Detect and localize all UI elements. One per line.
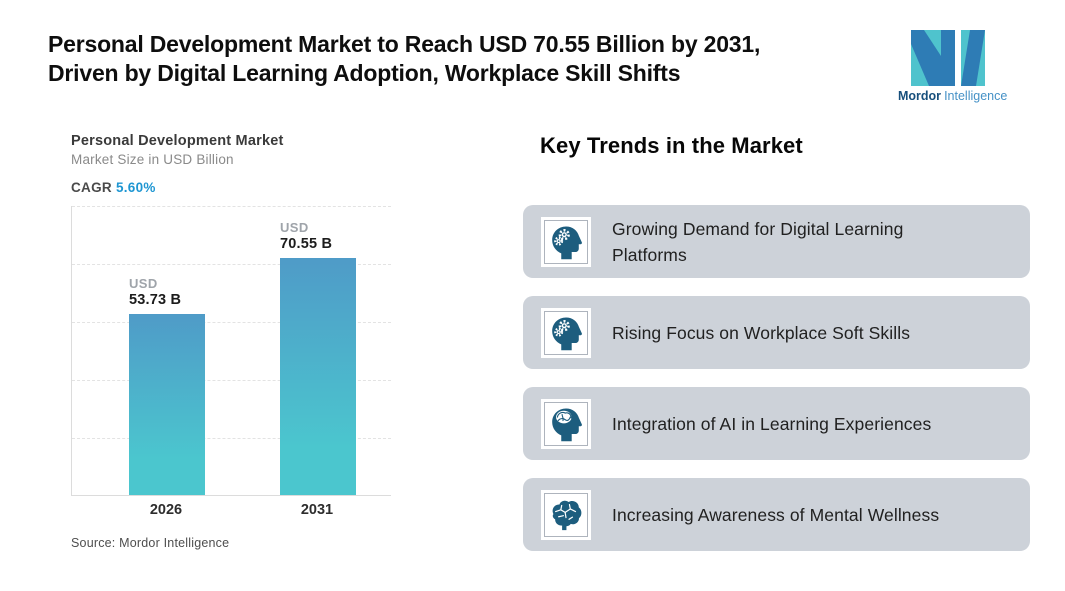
trend-card-label: Growing Demand for Digital Learning Plat… — [612, 218, 904, 265]
gridline — [72, 206, 391, 207]
trend-card-ai-learning: Integration of AI in Learning Experience… — [523, 387, 1030, 460]
bar-value: 70.55 B — [280, 235, 333, 252]
bar-value-label-2026: USD 53.73 B — [129, 276, 205, 308]
bar-value-prefix: USD — [280, 219, 309, 235]
trend-card-label: Rising Focus on Workplace Soft Skills — [612, 322, 911, 343]
bar-value: 53.73 B — [129, 292, 182, 309]
page-title-line2: Driven by Digital Learning Adoption, Wor… — [48, 60, 681, 86]
bars-group: USD 53.73 B USD 70.55 B — [129, 206, 391, 495]
trend-card-label: Increasing Awareness of Mental Wellness — [612, 504, 940, 525]
bar-chart-plot: USD 53.73 B USD 70.55 B — [71, 206, 391, 496]
gridline — [72, 264, 391, 265]
cagr-row: CAGR 5.60% — [71, 180, 391, 195]
market-size-chart-panel: Personal Development Market Market Size … — [71, 133, 391, 550]
bar-value-prefix: USD — [129, 276, 158, 292]
bar-column-2026: USD 53.73 B — [129, 206, 205, 495]
trend-card-label: Integration of AI in Learning Experience… — [612, 413, 932, 434]
logo-brand-light: Intelligence — [944, 89, 1008, 103]
chart-title: Personal Development Market — [71, 133, 284, 149]
trends-heading: Key Trends in the Market — [540, 133, 803, 158]
trend-icon-box — [544, 401, 588, 446]
brain-icon — [547, 496, 585, 534]
x-tick-2026: 2026 — [149, 502, 183, 518]
gridline — [72, 380, 391, 381]
chart-subtitle: Market Size in USD Billion — [71, 152, 234, 167]
bar-2031 — [280, 257, 356, 495]
cagr-label: CAGR — [71, 180, 112, 195]
x-axis-labels: 2026 2031 — [71, 502, 391, 518]
mordor-logo-mark-icon — [911, 30, 985, 86]
trend-card-digital-learning: Growing Demand for Digital Learning Plat… — [523, 205, 1030, 278]
cagr-value: 5.60% — [115, 180, 156, 195]
bar-2026 — [129, 314, 205, 495]
mordor-intelligence-logo: Mordor Intelligence — [898, 30, 1007, 103]
head-gears-icon — [547, 223, 585, 261]
gridline — [72, 438, 391, 439]
head-gears-icon — [547, 314, 585, 352]
x-tick-2031: 2031 — [300, 502, 334, 518]
trend-icon-box — [544, 219, 588, 264]
trend-card-mental-wellness: Increasing Awareness of Mental Wellness — [523, 478, 1030, 551]
head-brain-icon — [547, 405, 585, 443]
page-title-line1: Personal Development Market to Reach USD… — [48, 31, 761, 57]
logo-wordmark: Mordor Intelligence — [898, 89, 1007, 103]
page-title: Personal Development Market to Reach USD… — [48, 30, 760, 88]
key-trends-panel: Key Trends in the Market Growing Demand … — [523, 133, 1030, 569]
source-note: Source: Mordor Intelligence — [71, 536, 230, 550]
trend-icon-box — [544, 492, 588, 537]
bar-column-2031: USD 70.55 B — [280, 206, 356, 495]
gridline — [72, 322, 391, 323]
logo-brand-bold: Mordor — [898, 89, 942, 103]
bar-value-label-2031: USD 70.55 B — [280, 220, 356, 252]
trend-cards: Growing Demand for Digital Learning Plat… — [523, 205, 1030, 551]
trend-card-soft-skills: Rising Focus on Workplace Soft Skills — [523, 296, 1030, 369]
trend-icon-box — [544, 310, 588, 355]
